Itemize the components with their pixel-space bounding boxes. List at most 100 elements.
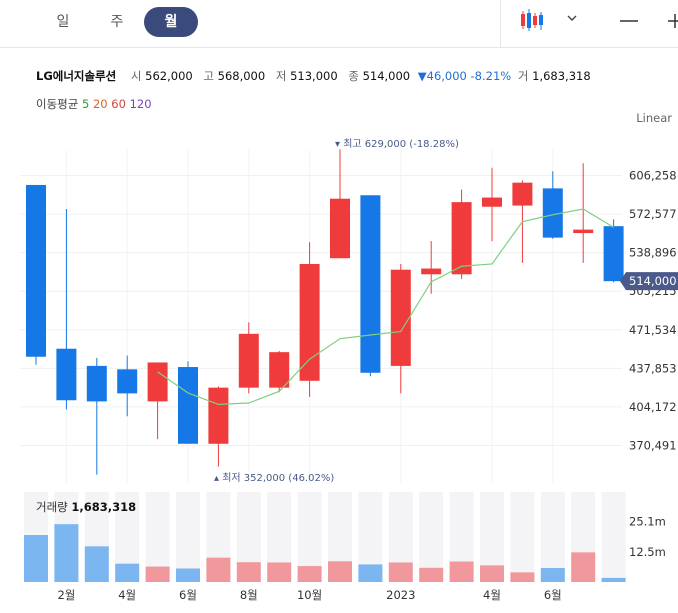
low-value: 513,000	[290, 69, 338, 83]
zoom-out-button[interactable]	[612, 0, 642, 47]
price-tick-label: 471,534	[629, 323, 677, 337]
ma-5[interactable]: 5	[81, 97, 90, 111]
open-value: 562,000	[145, 69, 193, 83]
low-marker: ▴ 최저 352,000 (46.02%)	[214, 472, 334, 484]
low-label: 저	[275, 69, 287, 83]
ma-60[interactable]: 60	[111, 97, 126, 111]
volume-bar	[419, 567, 444, 582]
candlestick-icon	[521, 9, 577, 31]
toolbar-divider	[500, 0, 501, 47]
ma-20[interactable]: 20	[92, 97, 108, 111]
volume-label: 거	[517, 69, 529, 83]
volume-bar-background	[601, 492, 626, 582]
time-tick-label: 8월	[240, 588, 258, 602]
ma5-line	[157, 208, 614, 405]
volume-bar-background	[236, 492, 261, 582]
volume-bar	[267, 562, 292, 582]
candle-body	[573, 229, 594, 234]
change-percent: -8.21%	[470, 69, 512, 83]
close-label: 종	[348, 69, 359, 83]
volume-bar	[358, 564, 383, 582]
price-tick-label: 370,491	[629, 439, 677, 453]
volume-tick-label: 25.1m	[629, 515, 666, 529]
zoom-in-button[interactable]	[658, 0, 678, 47]
time-tick-label: 10월	[297, 588, 322, 602]
volume-bar-background	[540, 492, 565, 582]
volume-bar	[24, 534, 48, 582]
volume-bar	[54, 524, 79, 582]
candle-body	[451, 202, 472, 275]
candle-body	[269, 352, 290, 388]
tab-month[interactable]: 월	[144, 7, 198, 37]
moving-average-legend: 이동평균 5 20 60 120	[36, 96, 152, 112]
price-tick-label: 404,172	[629, 400, 677, 414]
ma-120[interactable]: 120	[129, 97, 152, 111]
candle-body	[482, 197, 502, 207]
candle-body	[360, 195, 381, 373]
ma-label: 이동평균	[36, 97, 79, 111]
open-label: 시	[130, 69, 142, 83]
volume-bar	[297, 566, 322, 582]
volume-bar-background	[510, 492, 535, 582]
candle-body	[26, 184, 46, 357]
volume-bar	[328, 561, 352, 582]
time-tick-label: 6월	[544, 588, 562, 602]
candle-body	[390, 269, 411, 366]
volume-bar	[480, 565, 504, 582]
candle-body	[86, 365, 107, 402]
volume-bar	[510, 572, 535, 582]
volume-bar-background	[419, 492, 444, 582]
high-marker: ▾ 최고 629,000 (-18.28%)	[335, 138, 459, 150]
chevron-down-icon	[567, 15, 577, 21]
chart-type-selector[interactable]	[517, 0, 587, 47]
tab-day[interactable]: 일	[56, 14, 70, 30]
volume-bar	[388, 562, 413, 582]
close-value: 514,000	[362, 69, 411, 83]
volume-title-value: 1,683,318	[71, 500, 136, 514]
volume-title: 거래량 1,683,318	[36, 500, 136, 514]
volume-bar	[84, 546, 109, 582]
candle-body	[117, 369, 138, 394]
price-tick-label: 538,896	[629, 246, 677, 260]
candle-body	[238, 333, 259, 388]
last-price-label: 514,000	[629, 274, 677, 288]
candle-body	[208, 387, 229, 444]
volume-bar	[115, 563, 140, 582]
volume-bar	[540, 568, 565, 582]
time-tick-label: 6월	[179, 588, 197, 602]
high-label: 고	[203, 69, 214, 83]
candle-body	[421, 268, 442, 275]
volume-bar	[449, 561, 474, 582]
time-tick-label: 4월	[118, 588, 136, 602]
high-value: 568,000	[217, 69, 266, 83]
volume-value: 1,683,318	[532, 69, 591, 83]
volume-bar-background	[176, 492, 200, 582]
volume-bar	[601, 577, 626, 582]
minus-icon	[620, 20, 638, 22]
candle-body	[178, 367, 198, 444]
tab-week[interactable]: 주	[110, 14, 124, 30]
candle-body	[330, 198, 350, 259]
price-tick-label: 606,258	[629, 169, 677, 183]
period-tab-bar: 일 주 월	[0, 0, 678, 48]
scale-toggle[interactable]: Linear	[636, 111, 672, 125]
last-price-badge	[620, 272, 678, 291]
candle-body	[56, 348, 77, 401]
stock-name: LG에너지솔루션	[36, 69, 117, 83]
price-tick-label: 572,577	[629, 207, 677, 221]
plus-icon	[668, 14, 678, 28]
candle-body	[147, 362, 168, 402]
candle-body	[299, 263, 320, 381]
time-tick-label: 4월	[483, 588, 501, 602]
change-value: ▼46,000	[417, 69, 467, 83]
volume-bar	[571, 552, 596, 582]
price-tick-label: 437,853	[629, 361, 677, 375]
volume-bar	[145, 566, 170, 582]
time-tick-label: 2023	[386, 588, 415, 602]
volume-tick-label: 12.5m	[629, 545, 666, 559]
candle-body	[512, 182, 533, 206]
candle-body	[603, 226, 624, 282]
quote-summary: LG에너지솔루션 시 562,000 고 568,000 저 513,000 종…	[36, 68, 595, 84]
volume-bar	[236, 562, 261, 582]
